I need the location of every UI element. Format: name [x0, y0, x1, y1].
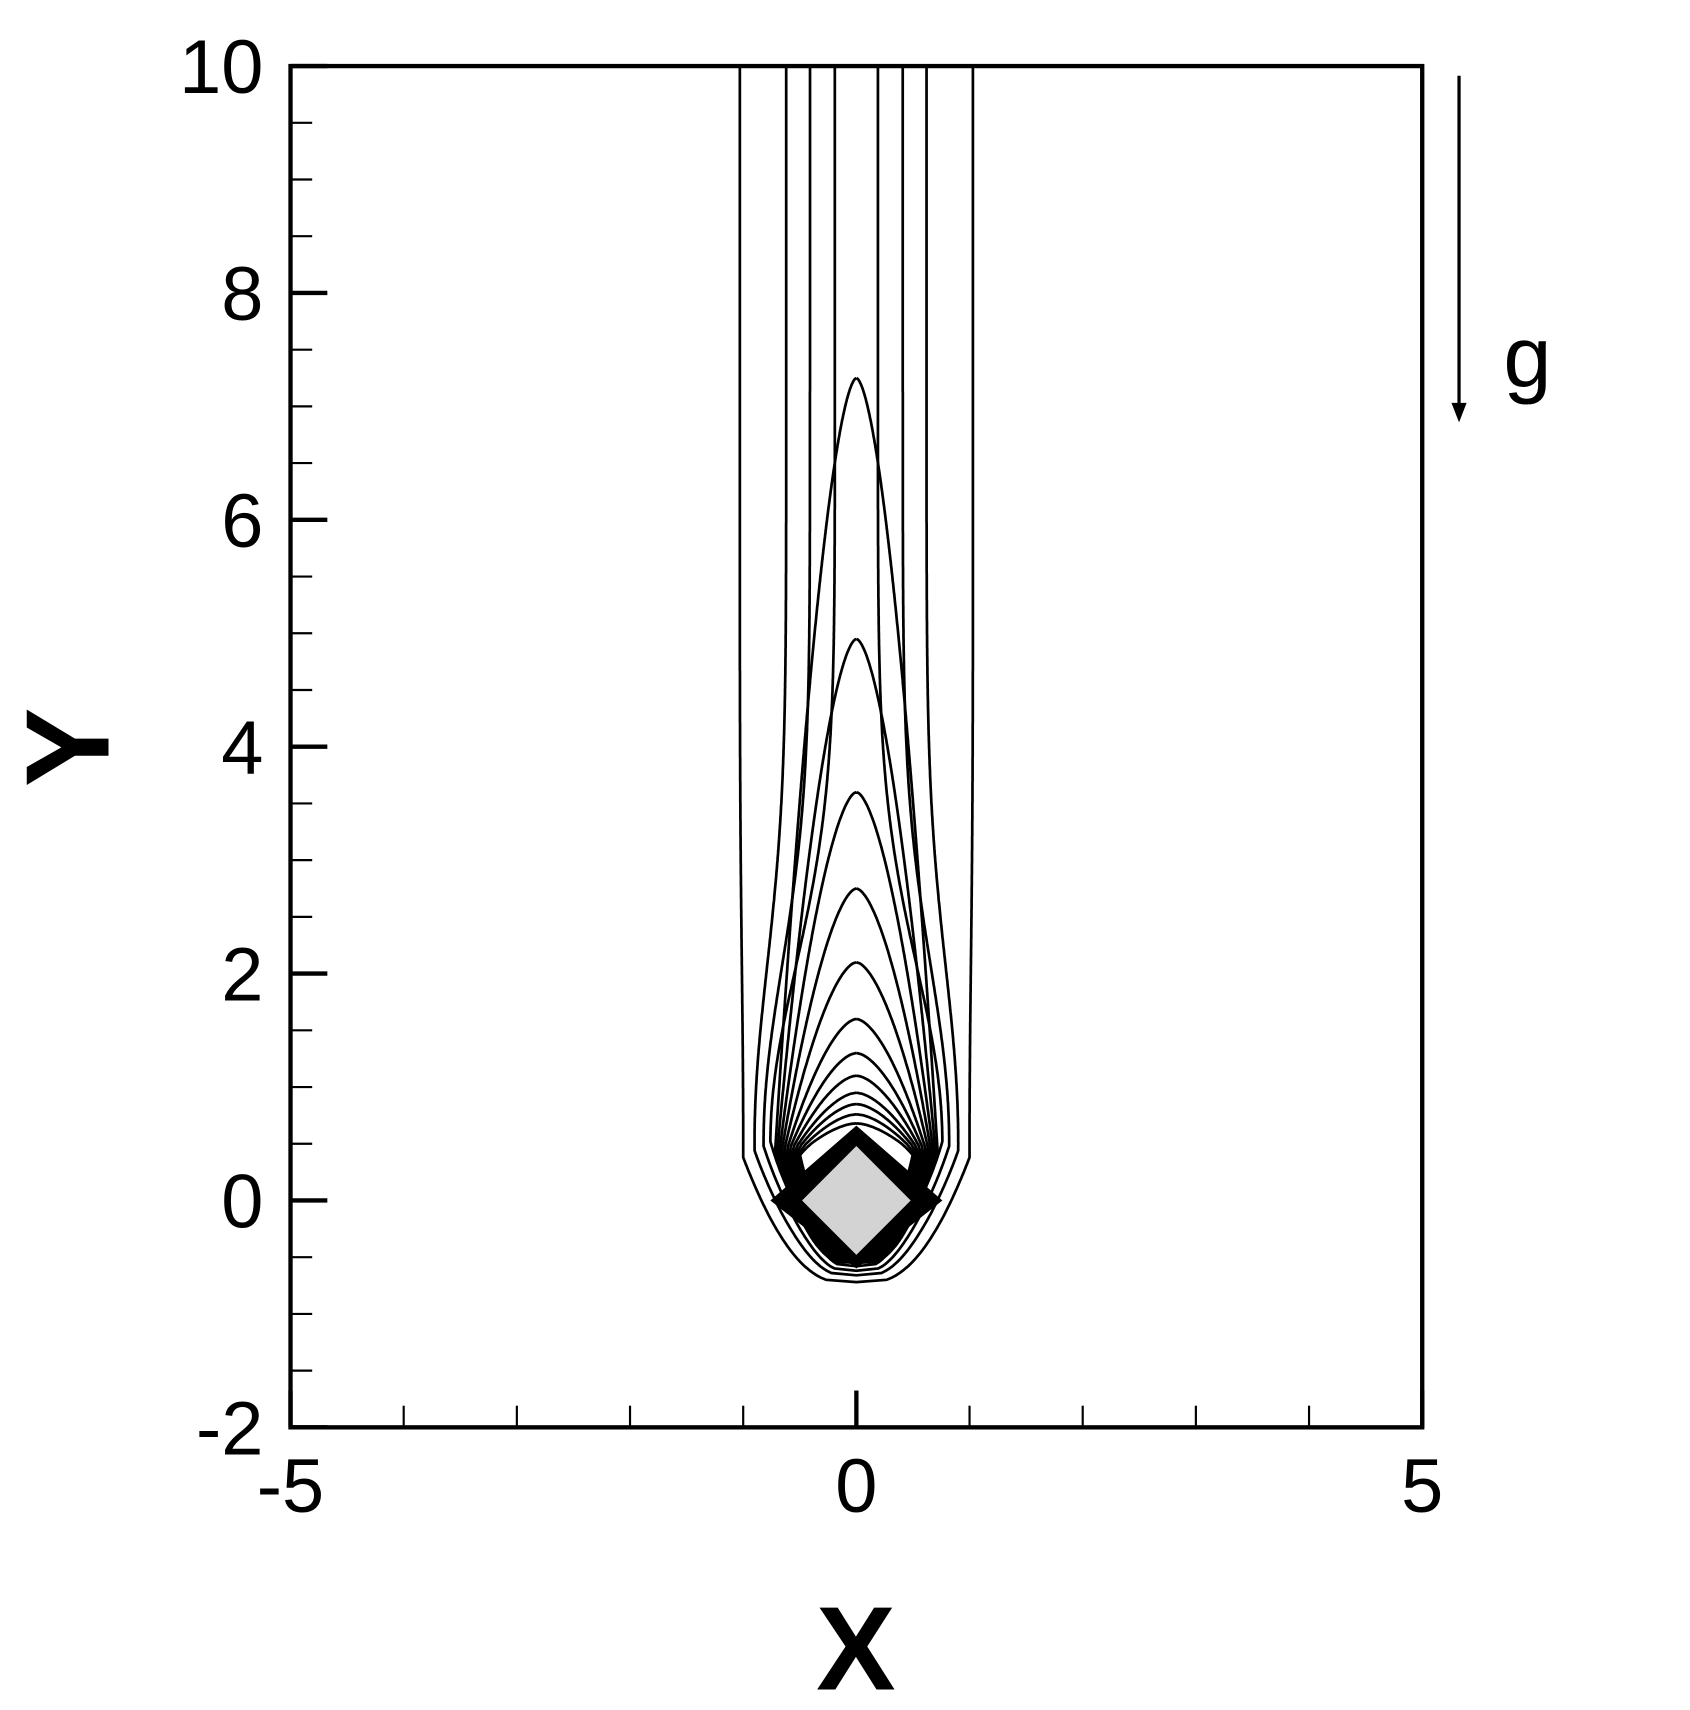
contour-line-open	[769, 66, 944, 1268]
y-tick-label: -2	[196, 1386, 263, 1471]
x-axis-title: X	[816, 1582, 895, 1710]
x-tick-label: -5	[257, 1444, 324, 1529]
gravity-label: g	[1503, 310, 1551, 406]
contour-line-open	[762, 66, 951, 1273]
x-tick-label: 0	[835, 1444, 877, 1529]
y-tick-label: 4	[221, 706, 263, 791]
plot-frame	[288, 63, 1425, 1430]
y-axis-title: Y	[2, 708, 135, 787]
x-tick-label: 5	[1401, 1444, 1443, 1529]
y-tick-label: 0	[221, 1160, 263, 1245]
y-tick-label: 2	[221, 933, 263, 1018]
y-tick-label: 6	[221, 479, 263, 564]
contour-line-open	[753, 66, 960, 1277]
tick-labels: -2 0 2 4 6 8 10 -5 0 5	[179, 25, 1443, 1529]
y-tick-label: 8	[221, 252, 263, 337]
gravity-arrow-icon	[1451, 402, 1467, 423]
y-tick-label: 10	[179, 25, 263, 110]
contour-line-open	[738, 66, 975, 1284]
contour-lines	[738, 66, 975, 1284]
